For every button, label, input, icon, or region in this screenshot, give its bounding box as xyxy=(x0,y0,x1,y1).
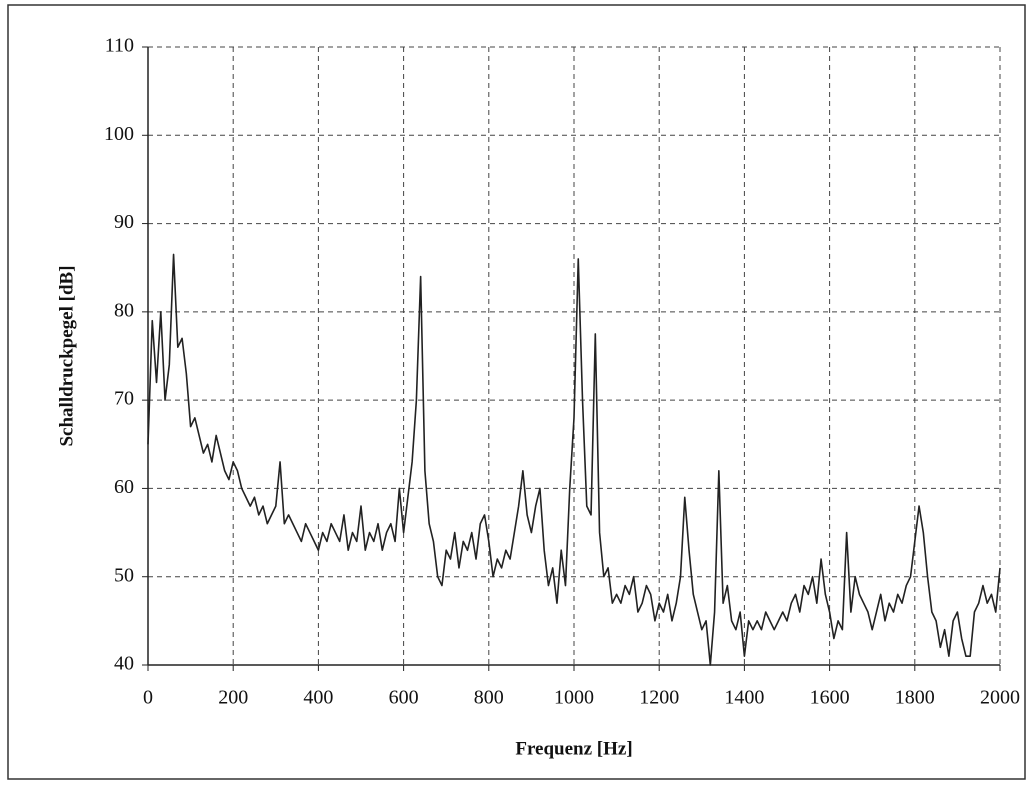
frame xyxy=(7,4,1026,780)
y-tick-label: 40 xyxy=(114,653,134,675)
x-tick-label: 2000 xyxy=(980,687,1020,709)
y-tick-label: 100 xyxy=(104,123,134,145)
x-tick-label: 1200 xyxy=(639,687,679,709)
y-tick-label: 90 xyxy=(114,211,134,233)
x-tick-label: 0 xyxy=(143,687,153,709)
y-axis-title: Schalldruckpegel [dB] xyxy=(56,265,77,446)
x-tick-label: 1600 xyxy=(810,687,850,709)
x-tick-label: 400 xyxy=(303,687,333,709)
x-tick-label: 800 xyxy=(474,687,504,709)
x-tick-label: 1400 xyxy=(724,687,764,709)
y-tick-label: 50 xyxy=(114,564,134,586)
y-tick-label: 80 xyxy=(114,299,134,321)
x-axis-title: Frequenz [Hz] xyxy=(515,738,632,759)
x-tick-label: 200 xyxy=(218,687,248,709)
y-tick-label: 70 xyxy=(114,388,134,410)
x-tick-label: 600 xyxy=(389,687,419,709)
x-tick-label: 1800 xyxy=(895,687,935,709)
y-tick-label: 110 xyxy=(105,35,134,57)
y-tick-label: 60 xyxy=(114,476,134,498)
spectrum-line xyxy=(147,253,1001,666)
x-tick-label: 1000 xyxy=(554,687,594,709)
